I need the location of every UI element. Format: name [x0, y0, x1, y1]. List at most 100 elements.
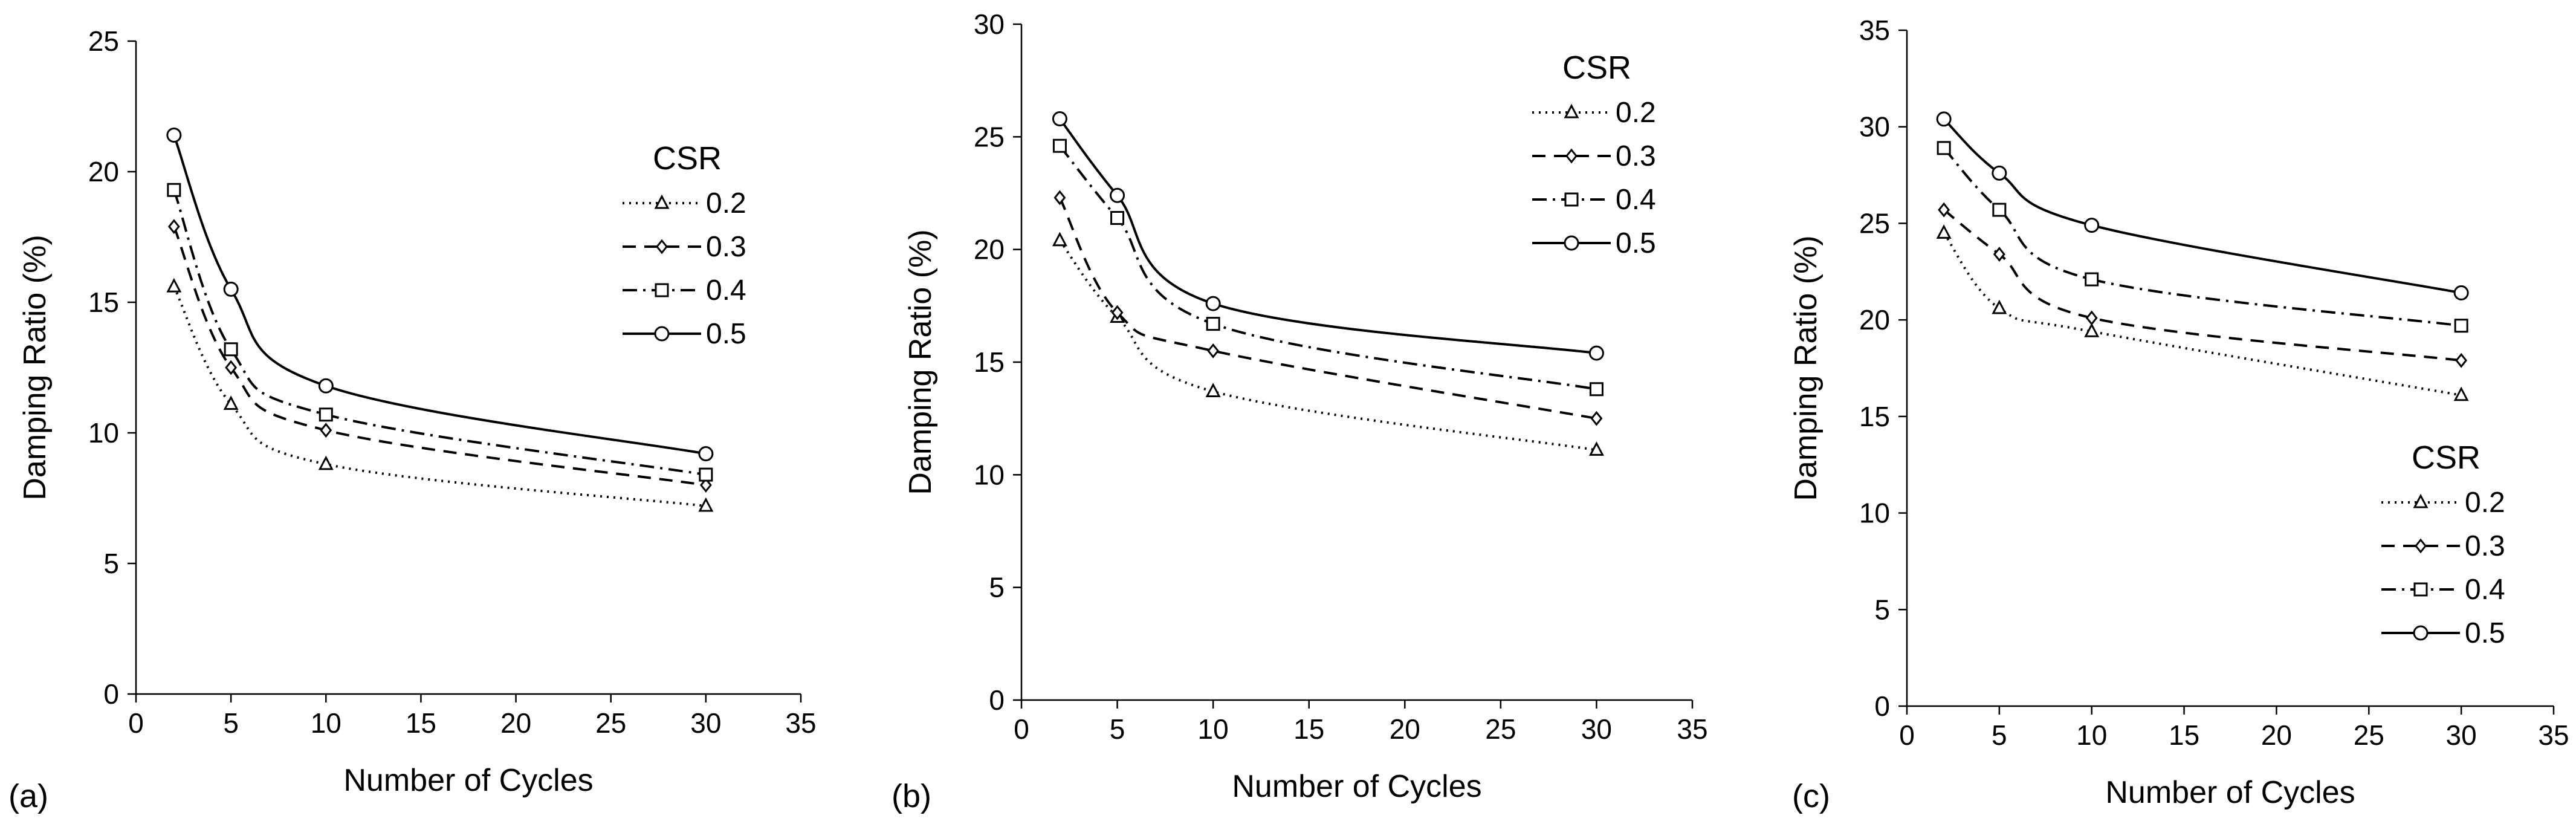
x-axis-title: Number of Cycles — [2105, 775, 2355, 810]
series-line — [1943, 118, 2462, 294]
series-csr-0-3 — [1938, 202, 2468, 368]
panel-label: (b) — [892, 778, 931, 814]
x-tick-label: 5 — [1110, 713, 1125, 745]
chart-panel-b: 0 5 10 15 20 25 30 35 0 5 10 15 20 25 30 Number of Cycl… — [892, 8, 1708, 814]
data-point-marker — [1589, 382, 1604, 397]
series-line — [1058, 197, 1597, 420]
panel-label: (c) — [1792, 778, 1830, 814]
data-point-marker — [698, 497, 714, 512]
legend-label: 0.3 — [1616, 140, 1656, 172]
legend-marker — [655, 283, 669, 297]
y-tick-label: 15 — [88, 287, 119, 318]
legend-marker — [654, 326, 670, 342]
x-tick-label: 30 — [2446, 719, 2477, 751]
y-axis-title: Damping Ratio (%) — [1788, 235, 1824, 501]
data-point-marker — [1110, 210, 1125, 225]
legend-label: 0.4 — [2465, 574, 2505, 606]
data-point-marker — [2455, 352, 2468, 368]
data-point-marker — [2084, 218, 2100, 233]
y-tick-label: 0 — [989, 684, 1005, 716]
data-point-marker — [1992, 299, 2007, 314]
legend-marker — [1565, 148, 1578, 164]
legend-title: CSR — [2412, 440, 2481, 476]
y-tick-label: 25 — [1859, 207, 1890, 239]
data-point-marker — [1992, 203, 2007, 217]
y-tick-label: 20 — [974, 234, 1005, 265]
x-tick-label: 15 — [406, 707, 436, 739]
series-csr-0-5 — [1052, 111, 1604, 361]
data-point-marker — [319, 407, 333, 422]
x-tick-label: 30 — [690, 707, 721, 739]
series-csr-0-4 — [1937, 141, 2468, 333]
data-point-marker — [699, 467, 713, 482]
y-tick-label: 25 — [974, 121, 1005, 152]
x-axis-title: Number of Cycles — [343, 763, 593, 798]
x-tick-label: 15 — [1293, 713, 1324, 745]
data-point-marker — [1206, 317, 1220, 331]
series-line — [1943, 147, 2462, 327]
data-point-marker — [167, 183, 181, 197]
y-tick-label: 30 — [1859, 111, 1890, 143]
data-point-marker — [225, 360, 238, 375]
data-point-marker — [2453, 285, 2469, 300]
data-point-marker — [1938, 202, 1950, 218]
data-point-marker — [1936, 111, 1952, 127]
legend-marker — [1564, 235, 1579, 251]
y-axis-title: Damping Ratio (%) — [18, 235, 53, 500]
data-point-marker — [1993, 247, 2005, 262]
series-line — [172, 134, 707, 455]
series-line — [1943, 232, 2462, 397]
y-tick-label: 15 — [1859, 401, 1890, 432]
legend-label: 0.5 — [2465, 617, 2505, 649]
data-point-marker — [318, 455, 334, 470]
data-point-marker — [1588, 345, 1604, 361]
data-point-marker — [1052, 138, 1067, 153]
data-point-marker — [1937, 141, 1951, 155]
y-axis-title: Damping Ratio (%) — [903, 229, 938, 495]
x-tick-label: 25 — [1485, 713, 1516, 745]
series-line — [173, 225, 707, 487]
x-tick-label: 15 — [2169, 719, 2199, 751]
y-tick-label: 5 — [103, 548, 119, 579]
x-tick-label: 10 — [2076, 719, 2107, 751]
legend: CSR 0.2 0.3 0.4 0.5 — [1532, 50, 1656, 259]
series-csr-0-5 — [1936, 111, 2469, 300]
y-tick-label: 0 — [103, 678, 119, 710]
legend-marker — [2413, 582, 2428, 597]
y-tick-label: 25 — [88, 25, 119, 57]
y-tick-label: 30 — [974, 8, 1005, 40]
data-point-marker — [2085, 310, 2098, 326]
data-point-marker — [2085, 272, 2099, 287]
y-tick-label: 20 — [88, 156, 119, 187]
y-tick-label: 15 — [974, 346, 1005, 378]
series-line — [172, 189, 707, 476]
legend-label: 0.4 — [706, 274, 746, 307]
data-point-marker — [1588, 441, 1604, 456]
series-line — [173, 286, 707, 507]
data-point-marker — [1111, 305, 1124, 320]
chart-panel-c: 0 5 10 15 20 25 30 35 0 5 10 15 20 25 30 35 Number of Cy… — [1788, 15, 2569, 814]
legend-marker — [656, 239, 668, 255]
data-point-marker — [1590, 410, 1603, 426]
x-tick-label: 35 — [1677, 713, 1707, 745]
legend-marker — [2413, 625, 2429, 641]
data-point-marker — [2453, 386, 2469, 401]
x-tick-label: 35 — [785, 707, 816, 739]
series-csr-0-3 — [1053, 190, 1603, 426]
data-point-marker — [166, 128, 182, 143]
legend: CSR 0.2 0.3 0.4 0.5 — [2381, 440, 2505, 649]
legend-marker — [1564, 192, 1579, 207]
data-point-marker — [167, 219, 180, 235]
y-tick-label: 35 — [1859, 15, 1890, 46]
data-point-marker — [1205, 383, 1221, 397]
series-line — [1058, 118, 1597, 355]
legend-label: 0.4 — [1616, 184, 1656, 216]
panel-label: (a) — [8, 778, 48, 814]
data-point-marker — [223, 395, 239, 410]
x-tick-label: 20 — [500, 707, 531, 739]
data-point-marker — [2084, 323, 2100, 337]
x-tick-label: 30 — [1581, 713, 1612, 745]
x-tick-label: 10 — [1198, 713, 1229, 745]
